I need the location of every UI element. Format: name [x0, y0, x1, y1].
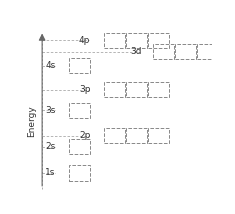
Bar — [153, 44, 174, 59]
Bar — [70, 58, 90, 73]
Bar — [70, 103, 90, 118]
Bar — [126, 128, 147, 144]
Text: 2p: 2p — [79, 131, 90, 140]
Text: 1s: 1s — [45, 168, 56, 177]
Bar — [175, 44, 196, 59]
Text: 3s: 3s — [45, 106, 56, 115]
Bar — [70, 165, 90, 181]
Text: Energy: Energy — [27, 105, 36, 137]
Text: 2s: 2s — [46, 142, 56, 151]
Text: 4s: 4s — [46, 61, 56, 70]
Text: 3d: 3d — [130, 47, 141, 56]
Bar — [148, 33, 169, 48]
Bar — [126, 82, 147, 97]
Bar — [197, 44, 218, 59]
Bar — [126, 33, 147, 48]
Bar — [219, 44, 235, 59]
Bar — [104, 33, 125, 48]
Bar — [104, 82, 125, 97]
Text: 4p: 4p — [79, 36, 90, 45]
Bar — [70, 139, 90, 154]
Bar — [148, 128, 169, 144]
Bar — [104, 128, 125, 144]
Text: 3p: 3p — [79, 85, 90, 94]
Bar — [148, 82, 169, 97]
